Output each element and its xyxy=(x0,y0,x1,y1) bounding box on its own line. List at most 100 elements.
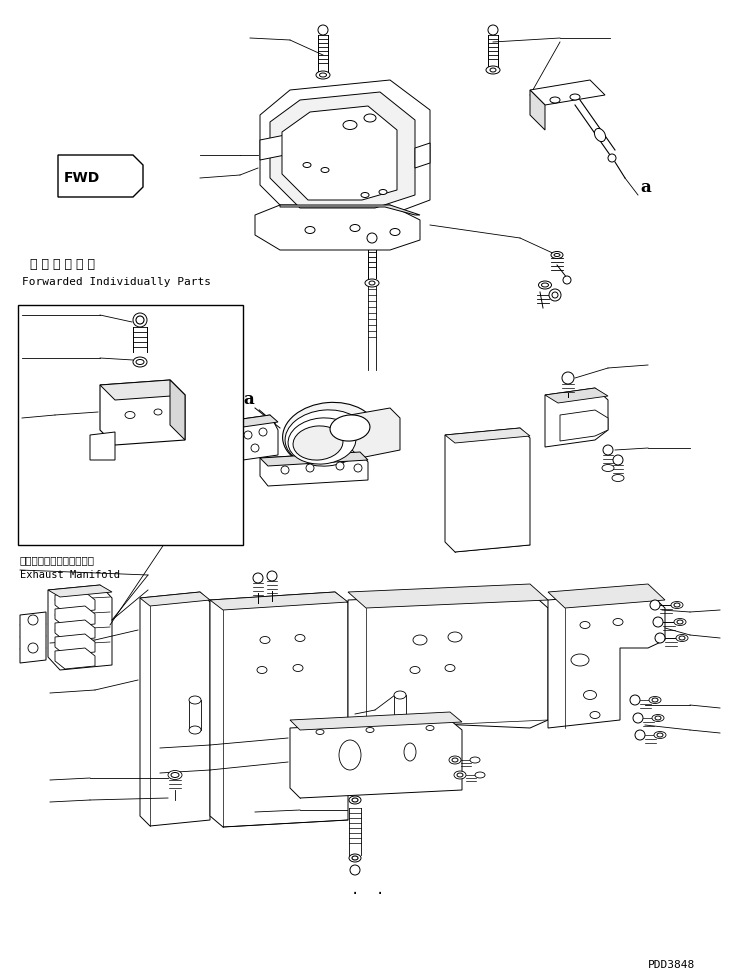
Ellipse shape xyxy=(189,696,201,704)
Ellipse shape xyxy=(154,409,162,415)
Ellipse shape xyxy=(671,602,683,609)
Polygon shape xyxy=(20,612,46,663)
Circle shape xyxy=(563,276,571,284)
Ellipse shape xyxy=(410,666,420,673)
Ellipse shape xyxy=(285,410,367,466)
Circle shape xyxy=(28,615,38,625)
Ellipse shape xyxy=(316,729,324,734)
Ellipse shape xyxy=(676,634,688,642)
Circle shape xyxy=(653,617,663,627)
Ellipse shape xyxy=(470,757,480,763)
Circle shape xyxy=(488,25,498,35)
Polygon shape xyxy=(48,585,112,670)
Ellipse shape xyxy=(349,796,361,804)
Ellipse shape xyxy=(257,666,267,673)
Ellipse shape xyxy=(343,121,357,129)
Polygon shape xyxy=(100,380,185,445)
Ellipse shape xyxy=(452,758,458,762)
Ellipse shape xyxy=(570,94,580,100)
Polygon shape xyxy=(235,415,278,460)
Text: Exhaust Manifold: Exhaust Manifold xyxy=(20,570,120,580)
Ellipse shape xyxy=(352,856,358,860)
Polygon shape xyxy=(90,432,115,460)
Polygon shape xyxy=(290,720,462,798)
Polygon shape xyxy=(210,592,348,827)
Circle shape xyxy=(28,643,38,653)
Polygon shape xyxy=(255,205,420,250)
Ellipse shape xyxy=(594,128,605,141)
Polygon shape xyxy=(140,592,210,606)
Ellipse shape xyxy=(657,733,663,737)
Ellipse shape xyxy=(404,743,416,761)
Ellipse shape xyxy=(590,711,600,718)
Ellipse shape xyxy=(288,417,356,465)
Circle shape xyxy=(354,464,362,472)
Circle shape xyxy=(633,713,643,723)
Polygon shape xyxy=(55,620,95,641)
Ellipse shape xyxy=(321,168,329,172)
Ellipse shape xyxy=(554,254,560,257)
Circle shape xyxy=(253,573,263,583)
Text: a: a xyxy=(243,391,253,409)
Ellipse shape xyxy=(260,636,270,644)
Polygon shape xyxy=(415,143,430,168)
Circle shape xyxy=(655,633,665,643)
Ellipse shape xyxy=(445,664,455,671)
Ellipse shape xyxy=(457,773,463,777)
Ellipse shape xyxy=(454,771,466,779)
Circle shape xyxy=(281,466,289,474)
Polygon shape xyxy=(350,408,400,458)
Ellipse shape xyxy=(352,798,358,802)
Circle shape xyxy=(549,289,561,301)
Text: a: a xyxy=(640,179,651,197)
Ellipse shape xyxy=(133,357,147,367)
Ellipse shape xyxy=(550,97,560,103)
Text: 単 品 発 送 部 品: 単 品 発 送 部 品 xyxy=(30,259,95,271)
Ellipse shape xyxy=(330,415,370,441)
Polygon shape xyxy=(545,388,608,403)
Polygon shape xyxy=(280,205,420,215)
Ellipse shape xyxy=(426,725,434,730)
Text: .: . xyxy=(376,883,384,897)
Polygon shape xyxy=(55,634,95,655)
Ellipse shape xyxy=(674,618,686,625)
Polygon shape xyxy=(260,452,368,466)
Ellipse shape xyxy=(394,691,406,699)
Circle shape xyxy=(562,372,574,384)
Ellipse shape xyxy=(475,772,485,778)
Circle shape xyxy=(244,431,252,439)
Ellipse shape xyxy=(583,691,597,700)
Circle shape xyxy=(136,316,144,324)
Polygon shape xyxy=(282,106,397,200)
Polygon shape xyxy=(55,592,95,613)
Ellipse shape xyxy=(295,634,305,642)
Ellipse shape xyxy=(448,632,462,642)
Ellipse shape xyxy=(655,716,661,720)
Polygon shape xyxy=(260,452,368,486)
Ellipse shape xyxy=(379,189,387,194)
Circle shape xyxy=(336,462,344,470)
Polygon shape xyxy=(55,606,95,627)
Ellipse shape xyxy=(168,770,182,779)
Polygon shape xyxy=(545,388,608,447)
Ellipse shape xyxy=(652,714,664,721)
Ellipse shape xyxy=(679,636,685,640)
Ellipse shape xyxy=(319,73,327,77)
Ellipse shape xyxy=(674,603,680,607)
Polygon shape xyxy=(260,135,285,160)
Polygon shape xyxy=(530,80,605,105)
Ellipse shape xyxy=(542,283,548,287)
Polygon shape xyxy=(445,428,530,552)
Circle shape xyxy=(306,464,314,472)
Ellipse shape xyxy=(602,465,614,471)
Ellipse shape xyxy=(490,68,496,72)
Ellipse shape xyxy=(364,114,376,122)
Polygon shape xyxy=(48,585,112,597)
Polygon shape xyxy=(560,410,608,441)
Polygon shape xyxy=(58,155,143,197)
Ellipse shape xyxy=(539,281,551,289)
Polygon shape xyxy=(530,90,545,130)
Ellipse shape xyxy=(580,621,590,628)
Ellipse shape xyxy=(486,66,500,74)
Polygon shape xyxy=(210,592,348,610)
